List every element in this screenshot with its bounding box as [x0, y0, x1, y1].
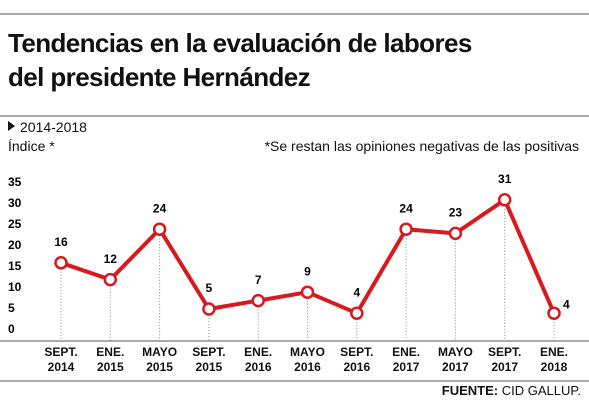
- point: [547, 306, 561, 320]
- x-tick-label: ENE. 2016: [244, 345, 273, 374]
- subtitle: 2014-2018: [20, 119, 87, 135]
- x-tick-label: ENE. 2018: [539, 345, 568, 374]
- x-tick-label: SEPT. 2016: [340, 345, 374, 374]
- x-tick-label: MAYO 2015: [142, 345, 178, 374]
- x-tick-label: SEPT. 2014: [44, 345, 78, 374]
- source-label: FUENTE:: [441, 383, 499, 398]
- point: [350, 306, 364, 320]
- note: *Se restan las opiniones negativas de la…: [264, 138, 579, 154]
- y-tick-label: 0: [8, 322, 15, 336]
- point: [152, 222, 167, 236]
- point: [251, 293, 265, 308]
- data-label: 5: [206, 281, 213, 295]
- data-label: 16: [54, 235, 68, 249]
- data-label: 4: [563, 297, 570, 311]
- y-tick-label: 15: [8, 259, 22, 273]
- point: [103, 272, 118, 287]
- x-tick-label: MAYO 2016: [290, 345, 325, 374]
- data-label: 12: [104, 252, 118, 266]
- x-tick-label: ENE. 2017: [392, 345, 421, 374]
- source-text: CID GALLUP.: [501, 383, 581, 398]
- point: [497, 193, 512, 207]
- x-tick-label: ENE. 2015: [96, 345, 125, 374]
- point: [54, 256, 68, 270]
- x-tick-label: SEPT. 2017: [488, 345, 522, 374]
- y-tick-label: 35: [8, 175, 22, 189]
- point: [399, 222, 413, 236]
- y-axis-label: Índice *: [8, 138, 55, 154]
- y-tick-label: 30: [8, 196, 22, 210]
- data-label: 4: [353, 285, 360, 299]
- point: [202, 302, 216, 316]
- data-label: 9: [304, 264, 311, 278]
- x-tick-label: SEPT. 2015: [192, 345, 226, 374]
- y-tick-label: 20: [8, 238, 22, 252]
- point: [448, 226, 463, 241]
- source: FUENTE: CID GALLUP.: [442, 383, 581, 398]
- data-label: 24: [153, 201, 167, 215]
- chart-title: Tendencias en la evaluación de labores d…: [8, 28, 472, 92]
- x-tick-label: MAYO 2017: [437, 345, 473, 374]
- y-tick-label: 25: [8, 217, 22, 231]
- bullet-icon: [8, 121, 15, 131]
- data-label: 23: [449, 206, 463, 220]
- data-label: 24: [399, 201, 413, 215]
- data-label: 31: [498, 172, 512, 186]
- data-label: 7: [255, 273, 262, 287]
- y-tick-label: 10: [8, 280, 22, 294]
- point: [300, 285, 315, 299]
- y-tick-label: 5: [8, 301, 15, 315]
